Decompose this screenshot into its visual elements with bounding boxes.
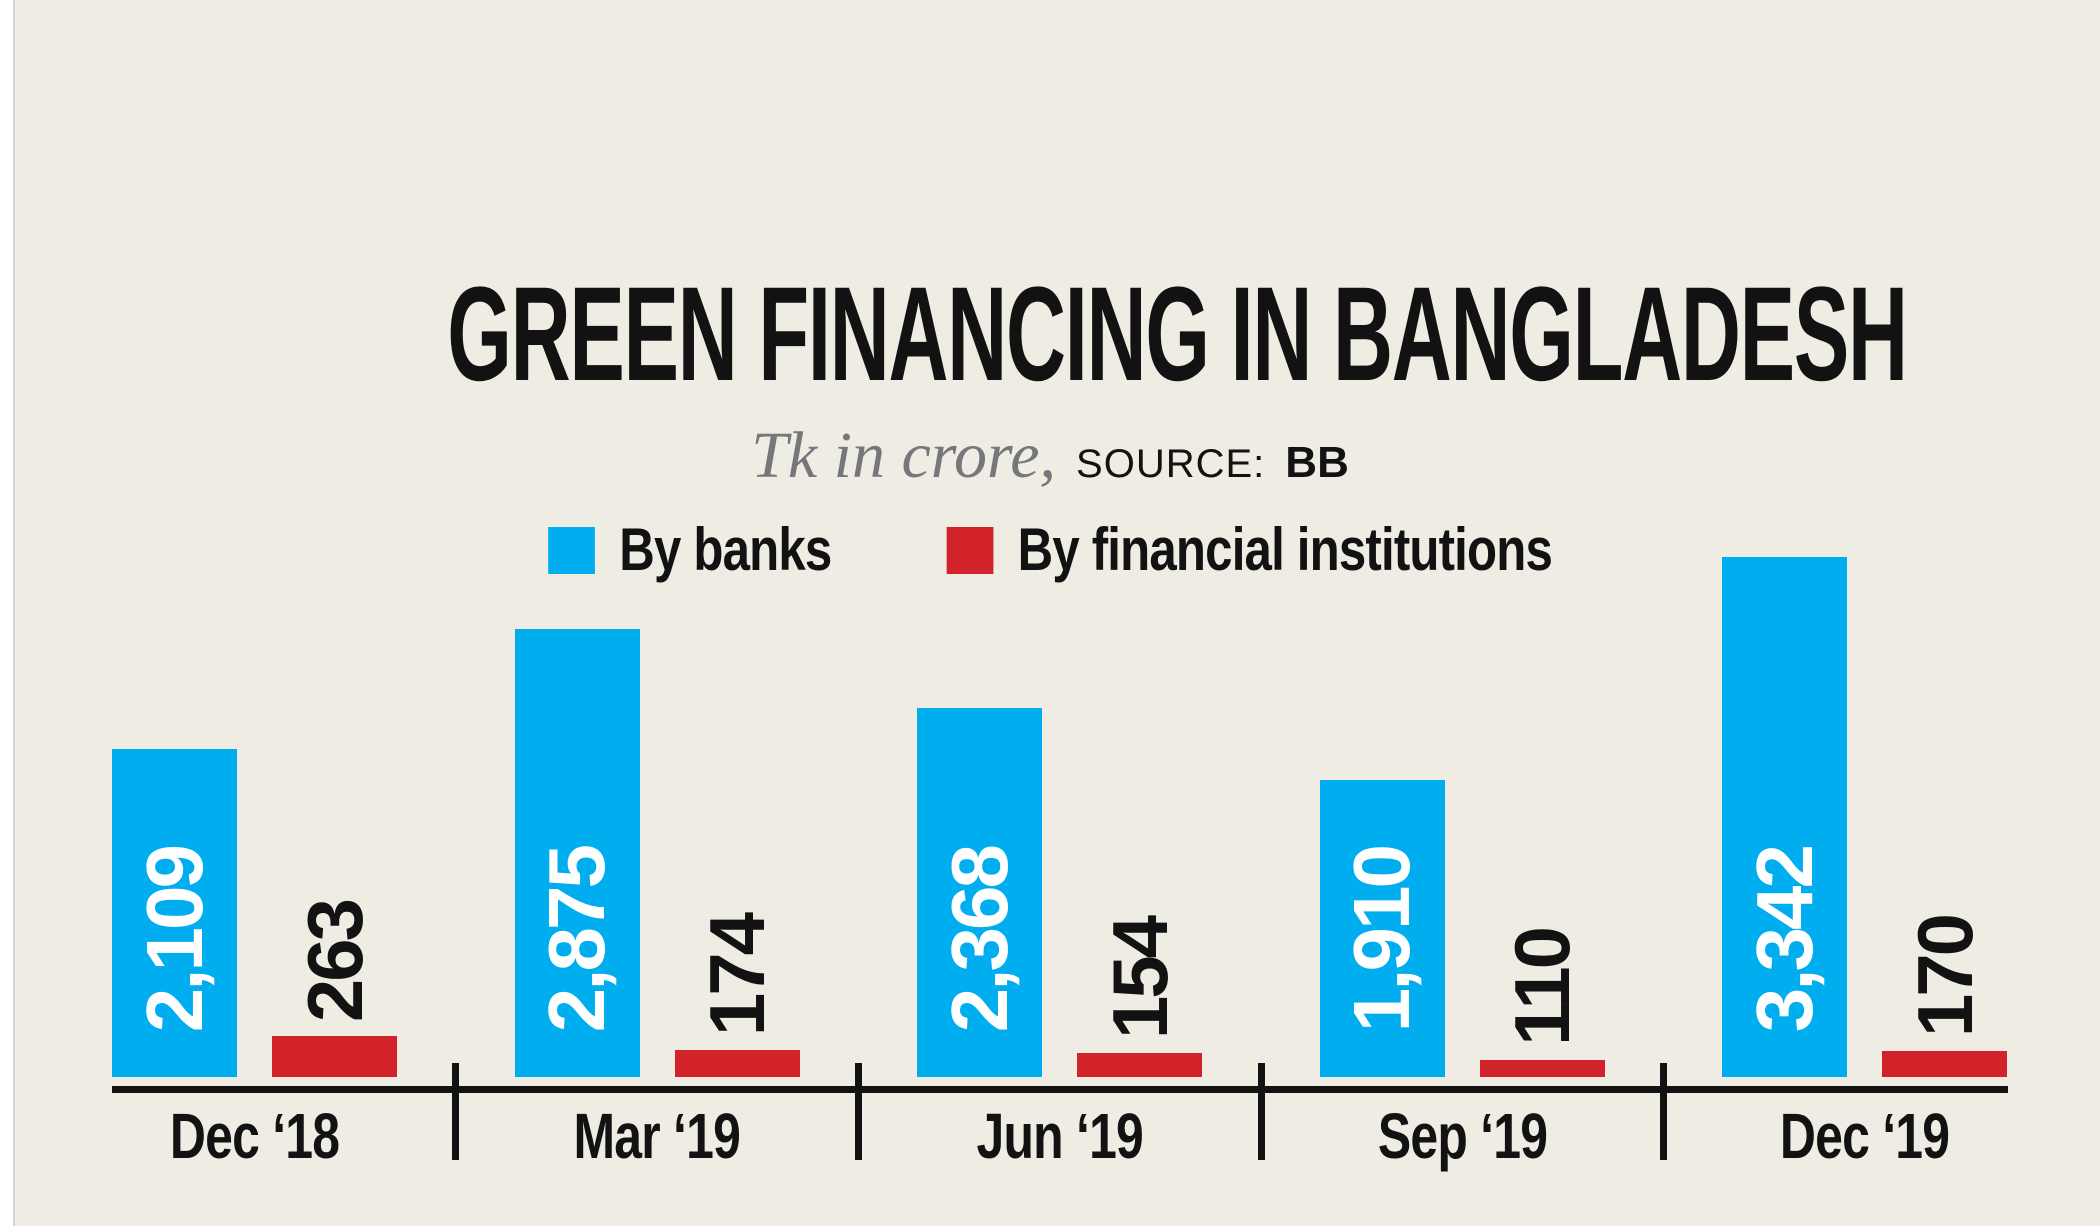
x-axis-label-text: Mar ‘19 xyxy=(573,1100,741,1172)
legend-swatch-financial-institutions xyxy=(946,526,994,574)
bar-by-banks: 3,342 xyxy=(1722,557,1848,1077)
bar-value-label-financial-institutions: 174 xyxy=(693,914,782,1036)
x-axis-label-text: Dec ‘18 xyxy=(169,1100,340,1172)
x-axis-line xyxy=(112,1086,2008,1093)
x-axis-label-text: Jun ‘19 xyxy=(976,1100,1143,1172)
x-axis-label: Dec ‘19 xyxy=(1665,1104,2065,1168)
bar-value-holder: 263 xyxy=(272,722,397,1022)
bar-value-holder: 174 xyxy=(675,736,800,1036)
page-left-edge xyxy=(0,0,15,1226)
chart-title-text: GREEN FINANCING IN BANGLADESH xyxy=(447,260,1908,409)
chart-title: GREEN FINANCING IN BANGLADESH xyxy=(0,268,2100,402)
bar-value-label-banks: 2,109 xyxy=(129,846,219,1032)
bar-value-label-financial-institutions: 263 xyxy=(290,900,379,1022)
x-axis-label: Mar ‘19 xyxy=(457,1104,857,1168)
legend-swatch-banks xyxy=(547,526,595,574)
bar-value-label-banks: 3,342 xyxy=(1739,846,1829,1032)
unit-label: Tk in crore, xyxy=(751,419,1057,492)
chart-subtitle: Tk in crore, SOURCE: BB xyxy=(0,419,2100,493)
bar-value-holder: 170 xyxy=(1882,737,2007,1037)
bar-value-holder: 154 xyxy=(1077,739,1202,1039)
source-label: SOURCE: xyxy=(1076,442,1266,486)
x-axis-label-text: Sep ‘19 xyxy=(1377,1100,1548,1172)
bar-value-label-banks: 2,368 xyxy=(934,846,1024,1032)
bar-by-financial-institutions xyxy=(674,1050,800,1077)
bar-by-banks: 2,368 xyxy=(917,708,1043,1077)
legend: By banks By financial institutions xyxy=(189,520,1911,580)
axis-tick xyxy=(1660,1063,1668,1160)
bar-value-label-financial-institutions: 110 xyxy=(1498,929,1587,1046)
legend-item-banks: By banks xyxy=(547,516,832,583)
legend-label-banks: By banks xyxy=(619,516,832,583)
axis-tick xyxy=(1257,1063,1265,1160)
bar-value-holder: 110 xyxy=(1480,746,1605,1046)
source-value: BB xyxy=(1285,438,1349,487)
bar-by-banks: 2,109 xyxy=(112,749,237,1077)
bar-by-financial-institutions xyxy=(1077,1053,1203,1077)
legend-label-financial-institutions: By financial institutions xyxy=(1017,516,1553,583)
x-axis-label: Sep ‘19 xyxy=(1262,1104,1662,1168)
axis-tick xyxy=(854,1063,862,1160)
x-axis-label-text: Dec ‘19 xyxy=(1780,1100,1950,1172)
axis-tick xyxy=(452,1063,460,1160)
bar-by-financial-institutions xyxy=(1479,1060,1605,1077)
x-axis-label: Dec ‘18 xyxy=(55,1104,455,1168)
bar-value-label-financial-institutions: 154 xyxy=(1095,917,1184,1039)
x-axis-label: Jun ‘19 xyxy=(860,1104,1260,1168)
bar-value-label-banks: 2,875 xyxy=(532,846,622,1032)
bar-value-label-banks: 1,910 xyxy=(1337,846,1427,1032)
bar-by-banks: 2,875 xyxy=(514,629,640,1077)
bar-by-financial-institutions xyxy=(272,1036,397,1077)
bar-value-label-financial-institutions: 170 xyxy=(1900,915,1989,1037)
bar-by-financial-institutions xyxy=(1882,1051,2008,1077)
bar-by-banks: 1,910 xyxy=(1319,780,1445,1077)
legend-item-financial-institutions: By financial institutions xyxy=(946,516,1553,583)
